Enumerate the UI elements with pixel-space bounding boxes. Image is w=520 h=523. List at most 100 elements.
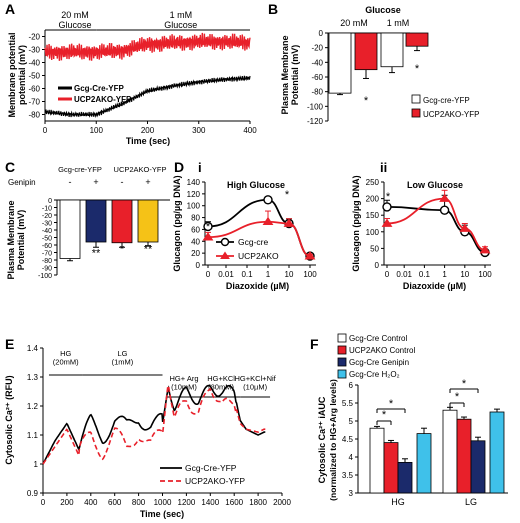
ytick-label-a: -40 (28, 59, 40, 68)
legend-label-e-1: Gcg-Cre-YFP (185, 463, 237, 473)
legend-swatch-f-1 (337, 345, 347, 355)
sub-label-d3: i (198, 160, 202, 175)
legend-swatch-f-3 (337, 369, 347, 379)
ytick-label-e: 1.2 (27, 402, 39, 411)
xtick-label-e: 400 (84, 498, 98, 507)
point-d3-1-2 (283, 218, 295, 227)
legend-label-a-1: Gcg-Cre-YFP (74, 84, 124, 93)
x-axis-label-d4: Diazoxide (µM) (403, 281, 466, 291)
ytick-label-f: 3 (349, 489, 354, 498)
condition-label-e-1: LG (1mM) (112, 349, 134, 367)
x-axis-label-a: Time (sec) (126, 136, 170, 146)
xtick-label-e: 600 (108, 498, 122, 507)
xtick-label-a: 100 (90, 126, 104, 135)
xtick-label-e: 1600 (225, 498, 243, 507)
y-axis-label-b: Plasma Membrane (280, 35, 290, 114)
ytick-label-f: 6 (349, 381, 354, 390)
xtick-label-a: 200 (141, 126, 155, 135)
condition-label-e-2: HG+ Arg (10mM) (170, 374, 199, 392)
point-d3-0-0 (203, 221, 213, 232)
ytick-label-e: 1.1 (27, 431, 39, 440)
xtick-label-e: 1800 (249, 498, 267, 507)
group-label-c-1: Gcg-cre-YFP (58, 165, 102, 174)
star-d-i-2: * (285, 189, 290, 201)
series-line-d4-0 (386, 206, 486, 254)
y-axis-label-b-2: Potential (mV) (290, 45, 300, 106)
star-f-4: * (462, 378, 467, 390)
xtick-label-e: 1200 (178, 498, 196, 507)
legend-marker-d-2 (220, 251, 230, 260)
star-c-3: ** (144, 244, 153, 256)
ytick-label-e: 1.4 (27, 344, 39, 353)
xtick-label-e: 2000 (273, 498, 291, 507)
legend-label-b-2: UCP2AKO-YFP (423, 110, 479, 119)
point-d4-0-0 (382, 202, 392, 212)
ytick-label-d4: 100 (366, 228, 380, 237)
bar-b-1-0 (354, 32, 378, 71)
y-axis-label-d3: Glucagon (pg/µg DNA) (172, 175, 182, 271)
ytick-label-b: -20 (311, 44, 323, 53)
row-label-c: Genipin (8, 178, 36, 187)
title-d4: Low Glucose (407, 180, 463, 190)
ytick-label-c: -30 (42, 221, 52, 228)
xtick-label-d3: 0 (206, 270, 211, 279)
xtick-label-a: 0 (43, 126, 48, 135)
xtick-label-d4: 100 (478, 270, 492, 279)
ytick-label-d3: 60 (191, 225, 200, 234)
ytick-label-c: -10 (42, 206, 52, 213)
y-axis-label-f: Cytosolic Ca²⁺ iAUC (317, 396, 327, 483)
ytick-label-e: 1.3 (27, 373, 39, 382)
bar-c-3 (137, 199, 159, 243)
star-b-1: * (364, 95, 369, 107)
ytick-label-c: -60 (42, 243, 52, 250)
legend-label-d-2: UCP2AKO (238, 251, 279, 261)
ytick-label-d4: 250 (366, 178, 380, 187)
ytick-label-b: -80 (311, 88, 323, 97)
condition-label-e-4: HG+KCl+Nif (10µM) (234, 374, 276, 392)
xtick-label-a: 300 (192, 126, 206, 135)
bar-f-0-1 (442, 409, 458, 494)
ytick-label-a: -30 (28, 46, 40, 55)
ytick-label-c: -100 (38, 273, 52, 280)
xtick-label-e: 800 (132, 498, 146, 507)
bar-f-1-0 (383, 442, 399, 494)
bar-f-3-0 (416, 433, 432, 494)
ytick-label-b: -40 (311, 58, 323, 67)
panel-letter-b: B (268, 1, 278, 17)
ytick-label-e: 1 (34, 460, 39, 469)
bar-f-2-1 (470, 440, 486, 494)
xtick-label-e: 1000 (154, 498, 172, 507)
group-label-b-2: 1 mM (387, 18, 410, 28)
xtick-label-d3: 1 (266, 270, 271, 279)
xtick-label-e: 0 (41, 498, 46, 507)
legend-marker-d-1 (220, 237, 230, 247)
ytick-label-d4: 0 (375, 261, 380, 270)
bar-c-0 (59, 199, 81, 259)
legend-label-a-2: UCP2AKO-YFP (74, 95, 132, 104)
ytick-label-f: 5 (349, 417, 354, 426)
legend-label-f-3: Gcg-Cre H₂O₂ (349, 370, 400, 379)
ytick-label-f: 4 (349, 453, 354, 462)
group-label-c-2: UCP2AKO-YFP (114, 165, 167, 174)
group-label-b-1: 20 mM (340, 18, 368, 28)
legend-label-f-1: UCP2AKO Control (349, 346, 415, 355)
xtick-label-d3: 100 (303, 270, 317, 279)
xtick-label-d3: 0.01 (218, 270, 234, 279)
y-axis-label-f-2: (normalized to HG+Arg levels) (328, 379, 338, 501)
point-d4-1-0 (381, 218, 393, 227)
x-axis-label-d3: Diazoxide (µM) (226, 281, 289, 291)
xtick-label-d4: 0 (385, 270, 390, 279)
ytick-label-a: -70 (28, 98, 40, 107)
y-axis-label-d4: Glucagon (pg/µg DNA) (351, 175, 361, 271)
title-d3: High Glucose (227, 180, 285, 190)
group-label-f-1: LG (465, 497, 477, 507)
trace-ucp2ako-yfp (44, 32, 251, 61)
ytick-label-a: -60 (28, 85, 40, 94)
bar-c-2 (111, 199, 133, 244)
xtick-label-e: 1400 (201, 498, 219, 507)
ytick-label-d3: 20 (191, 249, 200, 258)
point-d3-1-3 (304, 251, 316, 260)
y-axis-label-e: Cytosolic Ca²⁺ (RFU) (4, 375, 14, 464)
y-axis-label-c: Plasma Membrane (6, 200, 16, 279)
star-f-2: * (389, 398, 394, 410)
